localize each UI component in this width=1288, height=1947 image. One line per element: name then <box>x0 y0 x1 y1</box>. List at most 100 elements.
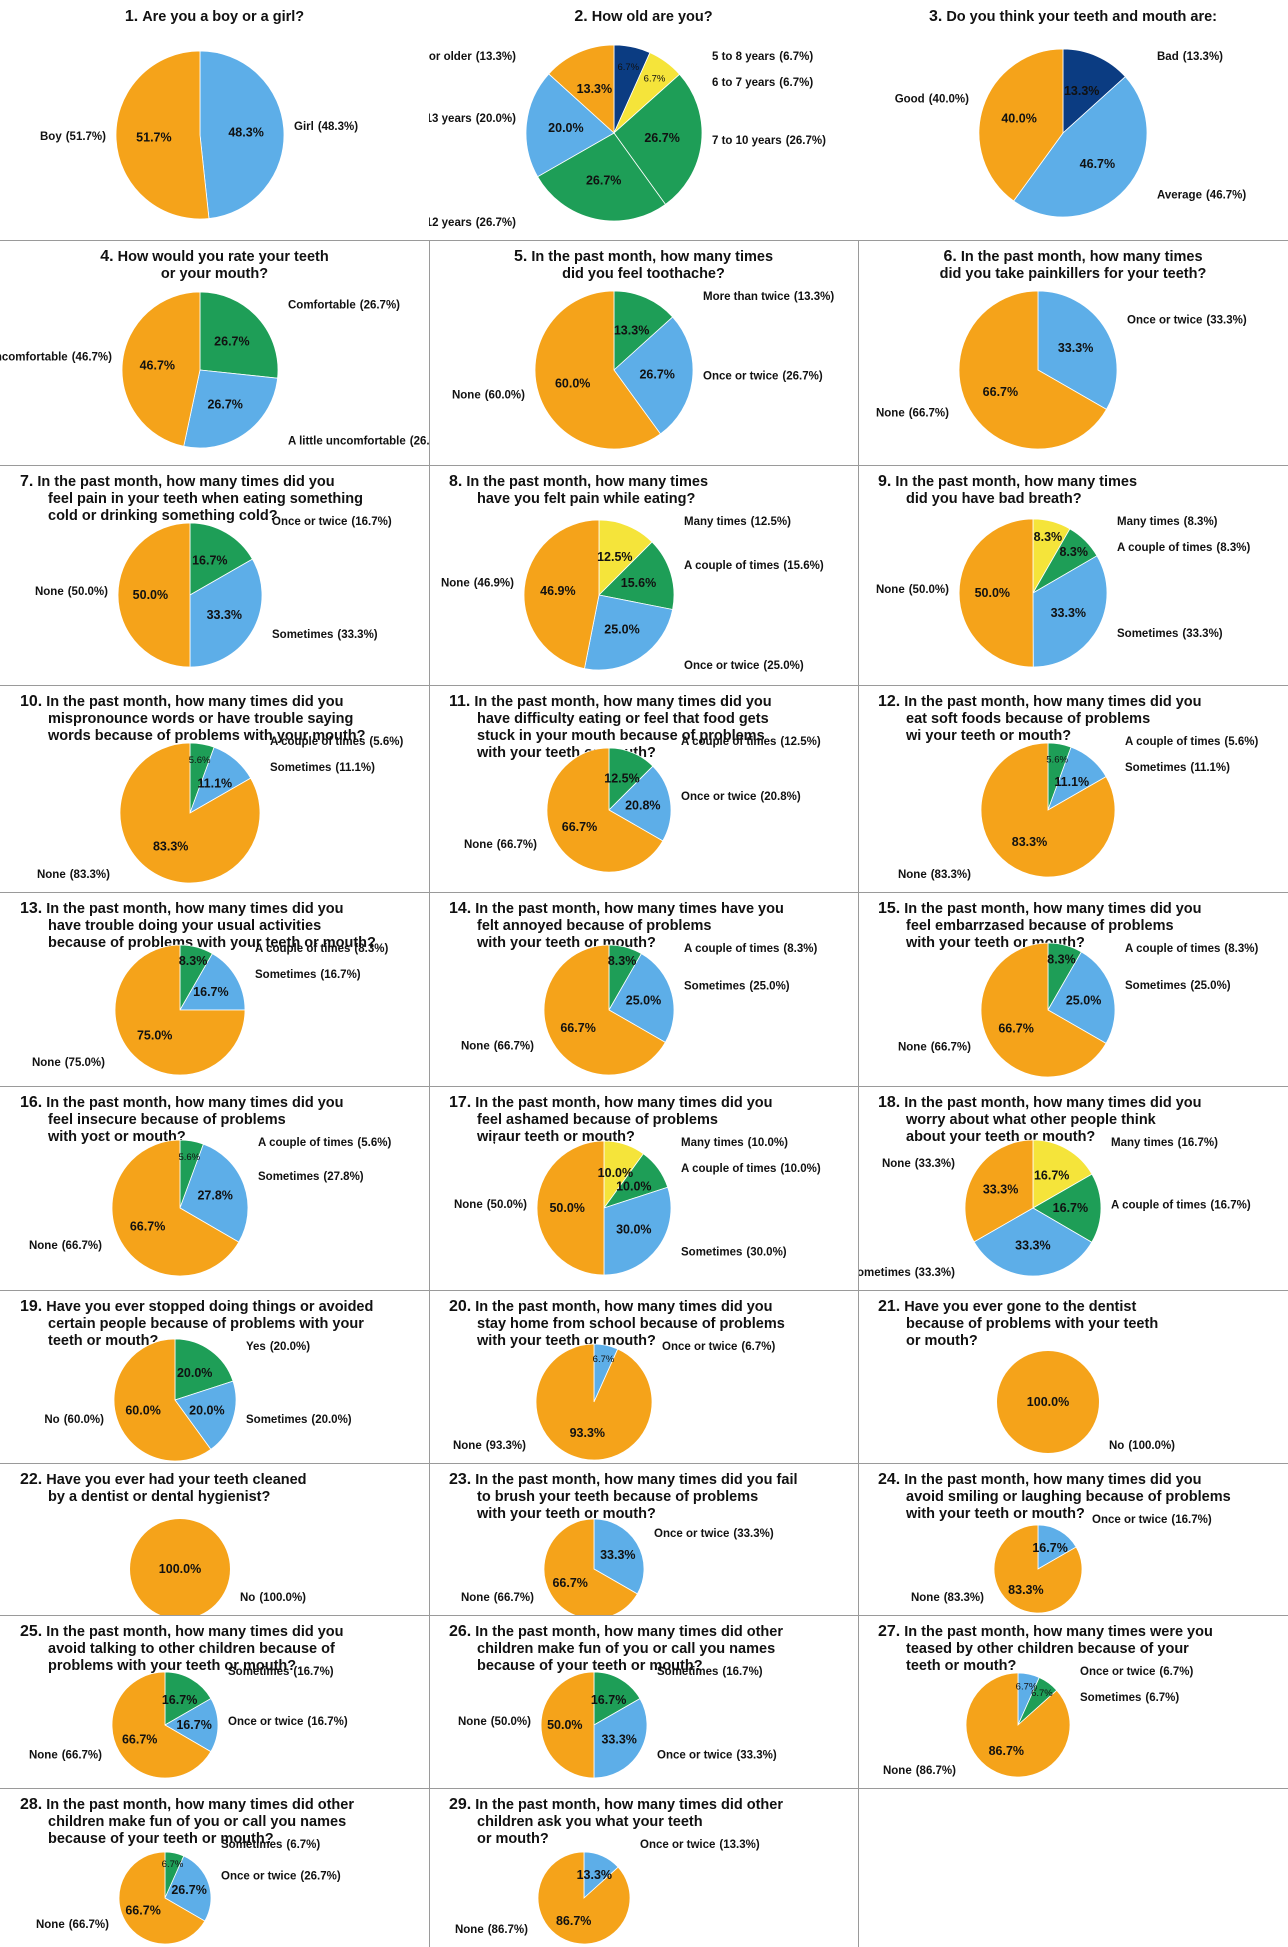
title-line: In the past month, how many times <box>960 249 1203 265</box>
category-name: A couple of times <box>681 736 776 748</box>
chart-title: 6. In the past month, how many times did y… <box>858 248 1288 283</box>
slice-percent-label: 83.3% <box>1008 1583 1043 1597</box>
category-percent: (20.0%) <box>476 113 516 125</box>
category-name: None <box>883 1765 912 1777</box>
category-label-none: None (86.7%) <box>883 1765 956 1777</box>
pie-slice-none <box>965 1672 1071 1778</box>
category-label-sometimes: Sometimes (33.3%) <box>1117 628 1223 640</box>
category-percent: (6.7%) <box>1145 1692 1179 1704</box>
category-name: None <box>37 869 66 881</box>
category-name: None <box>32 1057 61 1069</box>
category-name: Once or twice <box>681 791 756 803</box>
category-percent: (8.3%) <box>1216 542 1250 554</box>
slice-percent-label: 66.7% <box>983 385 1018 399</box>
slice-percent-label: 15.6% <box>621 576 656 590</box>
category-percent: (66.7%) <box>497 839 537 851</box>
title-line: with your teeth or mouth? <box>477 1333 656 1349</box>
pie-slice-girl <box>199 50 285 219</box>
category-name: Sometimes <box>255 969 316 981</box>
category-percent: (13.3%) <box>794 291 834 303</box>
slice-percent-label: 5.6% <box>1046 755 1068 766</box>
category-label-bad: Bad (13.3%) <box>1157 51 1223 63</box>
category-percent: (50.0%) <box>68 586 108 598</box>
title-line: eat soft foods because of problems <box>906 711 1151 727</box>
pie-slice-comfortable <box>199 291 279 379</box>
title-line: In the past month, how many times were y… <box>904 1624 1213 1640</box>
chart-panel-1: 1. Are you a boy or a girl? 48.3% 51.7% Girl… <box>0 0 429 240</box>
chart-title: 21. Have you ever gone to the dentist beca… <box>858 1298 1288 1350</box>
title-line: by a dentist or dental hygienist? <box>48 1489 271 1505</box>
category-percent: (16.7%) <box>307 1716 347 1728</box>
slice-percent-label: 16.7% <box>193 985 228 999</box>
question-number: 23. <box>449 1471 472 1488</box>
category-label-sometimes: Sometimes (30.0%) <box>681 1247 787 1259</box>
title-line: In the past month, how many times <box>895 474 1138 490</box>
slice-percent-label: 75.0% <box>137 1028 172 1042</box>
slice-percent-label: 86.7% <box>989 1744 1024 1758</box>
slice-percent-label: 48.3% <box>228 126 263 140</box>
category-label-none: None (86.7%) <box>455 1924 528 1936</box>
category-label-yes: Yes (20.0%) <box>246 1341 310 1353</box>
chart-title: 9. In the past month, how many times did y… <box>858 473 1288 508</box>
category-label-no: No (100.0%) <box>1109 1440 1175 1452</box>
pie-slice-sometimes <box>593 1671 641 1726</box>
category-percent: (13.3%) <box>1183 51 1223 63</box>
category-name: Sometimes <box>1117 628 1178 640</box>
title-line: with your teeth or mouth? <box>906 1506 1085 1522</box>
category-label-a-couple-of-times: A couple of times (12.5%) <box>681 736 821 748</box>
title-line: In the past month, how many times did yo… <box>904 694 1202 710</box>
pie-chart: 8.3%8.3%33.3%50.0%Many times (8.3%)A coup… <box>876 516 1250 668</box>
slice-percent-label: 6.7% <box>1016 1681 1038 1692</box>
chart-title: 29. In the past month, how many times did… <box>429 1796 858 1848</box>
pie-slice-10-to-13-years <box>525 73 615 178</box>
pie-slice-none <box>980 942 1107 1078</box>
category-label-comfortable: Comfortable (26.7%) <box>288 300 400 312</box>
category-name: None <box>461 1041 490 1053</box>
slice-percent-label: 50.0% <box>975 586 1010 600</box>
chart-panel-7: 7. In the past month, how many times did … <box>0 465 429 685</box>
category-percent: (66.7%) <box>62 1749 102 1761</box>
category-name: Sometimes <box>681 1247 742 1259</box>
category-name: None <box>898 869 927 881</box>
category-percent: (25.0%) <box>749 980 789 992</box>
category-label-a-couple-of-times: A couple of times (5.6%) <box>270 736 403 748</box>
chart-panel-28: 28. In the past month, how many times did… <box>0 1788 429 1947</box>
title-line: felt annoyed because of problems <box>477 918 712 934</box>
chart-panel-29: 29. In the past month, how many times did… <box>429 1788 858 1947</box>
title-line: stay home from school because of problem… <box>477 1316 785 1332</box>
title-line: In the past month, how many times did yo… <box>37 474 335 490</box>
slice-percent-label: 33.3% <box>1058 341 1093 355</box>
category-percent: (11.1%) <box>335 762 375 774</box>
chart-panel-23: 23. In the past month, how many times did… <box>429 1463 858 1615</box>
category-label-sometimes: Sometimes (16.7%) <box>255 969 361 981</box>
category-label-9-to-12-years: 9 to 12 years (26.7%) <box>429 217 516 229</box>
category-name: Sometimes <box>228 1666 289 1678</box>
slice-percent-label: 66.7% <box>552 1576 587 1590</box>
title-line: In the past month, how many times did yo… <box>474 694 772 710</box>
pie-slice-many-times <box>598 519 653 596</box>
pie-chart: 13.3% 26.7% 60.0% More than twice (13.3%) Onc… <box>452 290 834 450</box>
pie-chart: 8.3% 25.0% 66.7% A couple of times (8.3%) Som… <box>898 942 1258 1078</box>
row-divider <box>0 1615 1288 1616</box>
chart-panel-27: 27. In the past month, how many times wer… <box>858 1615 1288 1788</box>
title-line: have difficulty eating or feel that food… <box>477 711 769 727</box>
slice-percent-label: 27.8% <box>197 1188 232 1202</box>
slice-percent-label: 33.3% <box>1051 606 1086 620</box>
category-label-sometimes: Sometimes (25.0%) <box>684 980 790 992</box>
category-label-once-or-twice: Once or twice (16.7%) <box>1092 1514 1212 1526</box>
chart-title: 28. In the past month, how many times did… <box>0 1796 429 1848</box>
chart-title: 2. How old are you? <box>429 8 858 26</box>
category-percent: (66.7%) <box>931 1042 971 1054</box>
category-percent: (8.3%) <box>354 943 388 955</box>
chart-title: 10. In the past month, how many times did… <box>0 693 429 745</box>
slice-percent-label: 66.7% <box>560 1021 595 1035</box>
pie-chart: 16.7%16.7%33.3%33.3%Many times (16.7%)A c… <box>858 1137 1251 1279</box>
slice-percent-label: 26.7% <box>639 368 674 382</box>
category-percent: (48.3%) <box>318 121 358 133</box>
category-percent: (6.7%) <box>779 77 813 89</box>
question-number: 26. <box>449 1623 472 1640</box>
pie-slice-a-couple-of-times <box>1032 1173 1102 1243</box>
question-number: 6. <box>943 248 957 265</box>
pie-chart: 20.0% 20.0% 60.0% Yes (20.0%) Sometimes (20.0%… <box>44 1338 352 1462</box>
category-name: None <box>452 390 481 402</box>
